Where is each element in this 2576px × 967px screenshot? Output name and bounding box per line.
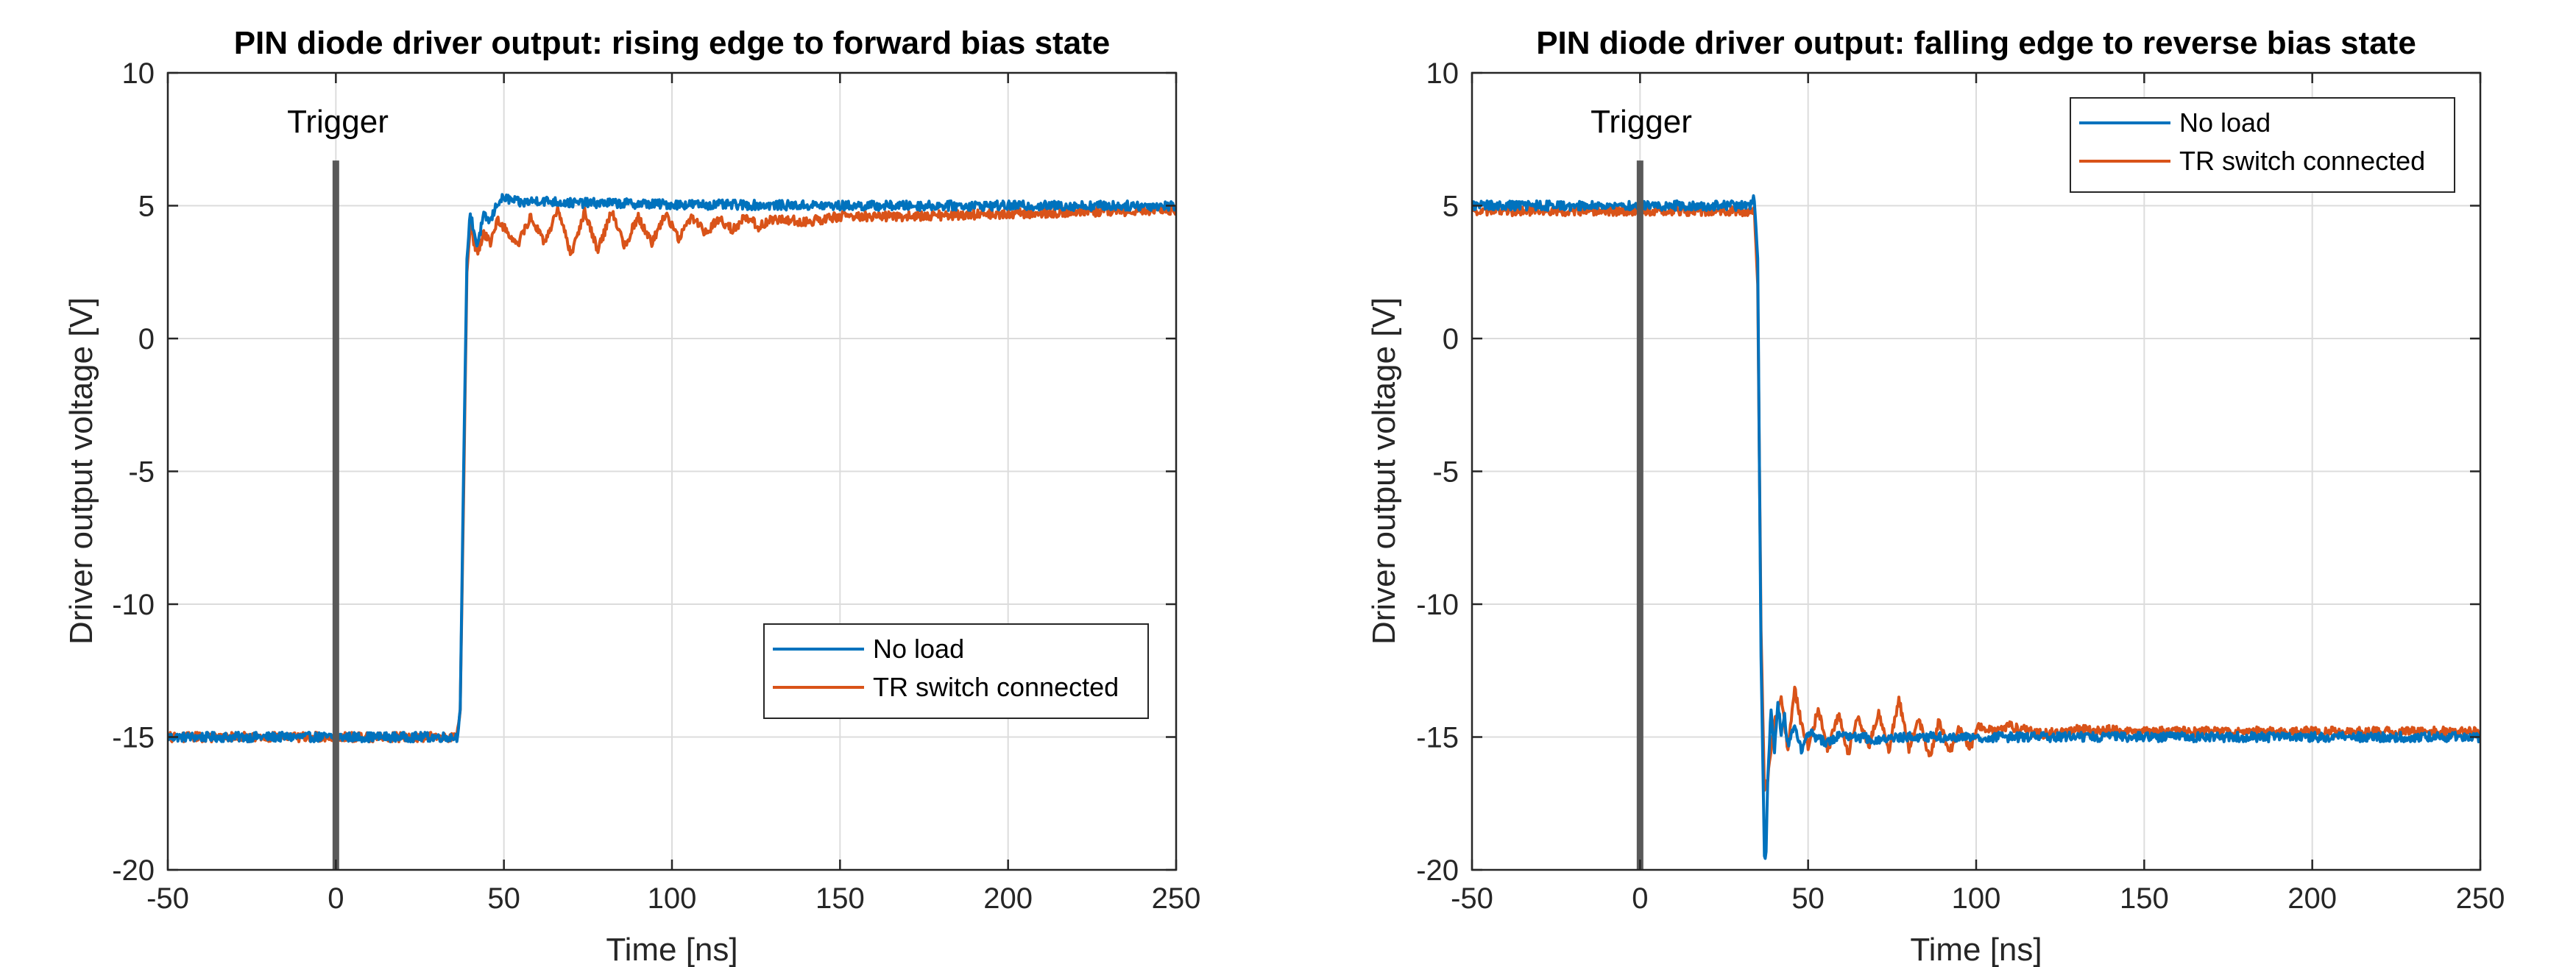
x-tick-label: -50 [1451,882,1493,915]
legend-label: TR switch connected [2179,146,2425,176]
x-tick-label: 0 [328,882,344,915]
legend: No load TR switch connected [763,623,1149,719]
legend-label: No load [873,634,964,664]
y-tick-label: -15 [1416,722,1459,754]
chart-falling-edge: PIN diode driver output: falling edge to… [1366,25,2505,967]
x-tick-label: 150 [815,882,865,915]
x-tick-label: 0 [1632,882,1648,915]
legend-label: No load [2179,107,2271,138]
plot-area [168,160,1176,870]
x-axis-label: Time [ns] [606,932,737,967]
x-tick-label: 50 [487,882,520,915]
y-tick-label: -10 [1416,589,1459,621]
y-axis-label: Driver output voltage [V] [1366,297,1402,645]
x-tick-label: 250 [2456,882,2505,915]
trigger-annotation: Trigger [287,104,389,140]
legend: No load TR switch connected [2070,97,2455,193]
y-tick-label: -15 [112,722,155,754]
x-tick-label: 100 [648,882,697,915]
y-tick-label: 0 [1443,323,1459,355]
y-axis-label: Driver output voltage [V] [63,297,99,645]
x-tick-label: 50 [1791,882,1825,915]
y-tick-label: -5 [128,456,155,489]
y-tick-label: -20 [112,854,155,887]
y-tick-label: 5 [138,191,155,223]
x-tick-label: 200 [2287,882,2337,915]
x-axis-label: Time [ns] [1910,932,2042,967]
chart-title: PIN diode driver output: falling edge to… [1536,25,2416,61]
y-tick-label: 10 [122,57,155,90]
legend-box [2070,97,2455,193]
y-tick-label: 5 [1443,191,1459,223]
y-tick-label: -20 [1416,854,1459,887]
x-tick-label: -50 [146,882,189,915]
chart-title: PIN diode driver output: rising edge to … [234,25,1111,61]
x-tick-label: 250 [1152,882,1201,915]
x-tick-label: 100 [1952,882,2001,915]
y-tick-label: 0 [138,323,155,355]
grid [167,72,1177,871]
y-tick-label: -10 [112,589,155,621]
x-tick-label: 150 [2120,882,2169,915]
legend-label: TR switch connected [873,672,1119,702]
x-tick-label: 200 [983,882,1033,915]
y-tick-label: -5 [1432,456,1459,489]
plot-area [1472,160,2480,870]
y-tick-label: 10 [1426,57,1459,90]
trigger-annotation: Trigger [1590,104,1692,140]
chart-rising-edge: PIN diode driver output: rising edge to … [63,25,1200,967]
legend-box [763,623,1149,719]
